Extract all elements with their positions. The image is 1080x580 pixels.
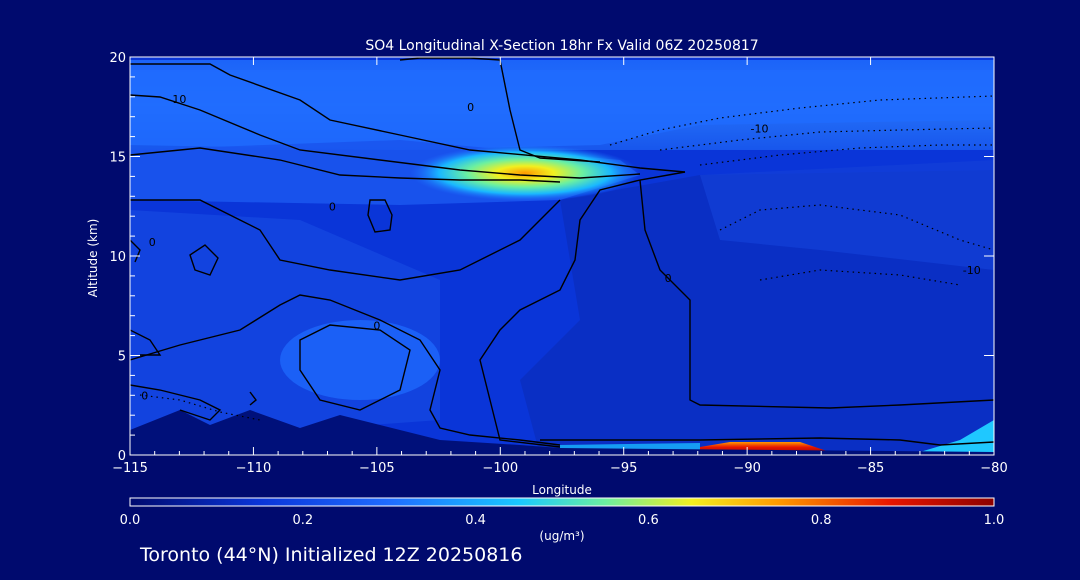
colorbar-frame — [129, 497, 995, 507]
heatmap-surface-east-maximum — [920, 420, 994, 455]
contour-line-dotted — [699, 144, 994, 166]
heatmap-midlevel-plume — [280, 320, 440, 400]
colorbar-tick-label: 1.0 — [984, 513, 1005, 528]
contour-line — [130, 199, 561, 281]
colorbar-tick-label: 0.2 — [292, 513, 313, 528]
contour-lines-dotted — [139, 95, 994, 421]
contour-line-dotted — [139, 394, 261, 421]
contour-line — [130, 329, 162, 356]
x-tick-label: −90 — [733, 461, 760, 476]
y-tick-label: 5 — [118, 350, 126, 365]
heatmap-upper-maximum — [410, 145, 640, 201]
contour-label: 0 — [373, 320, 380, 333]
contour-line — [130, 384, 222, 421]
colorbar-label: (ug/m³) — [539, 529, 584, 543]
contour-line — [130, 63, 686, 173]
x-tick-label: −85 — [857, 461, 884, 476]
colorbar-tick-label: 0.4 — [465, 513, 486, 528]
contour-line — [130, 294, 561, 446]
x-axis-label: Longitude — [532, 483, 592, 497]
y-tick-label: 10 — [109, 250, 126, 265]
contour-line — [299, 324, 411, 411]
contour-line — [130, 239, 141, 263]
contour-line — [479, 171, 686, 448]
contour-label: 0 — [665, 272, 672, 285]
heatmap-upper-layer — [130, 70, 994, 150]
contour-lines — [130, 57, 994, 448]
colorbar-tick-label: 0.8 — [811, 513, 832, 528]
chart-title: SO4 Longitudinal X-Section 18hr Fx Valid… — [365, 38, 758, 54]
contour-line-dotted — [759, 269, 961, 286]
contour-line — [367, 199, 393, 233]
contour-label: -10 — [963, 264, 981, 277]
x-axis: −115 −110 −105 −100 −95 −90 −85 −80 — [112, 57, 1008, 476]
colorbar-tick-label: 0.6 — [638, 513, 659, 528]
contour-label: 10 — [172, 93, 186, 106]
contour-line — [189, 244, 219, 276]
contour-labels: 10 0 0 0 -10 -10 0 0 0 — [141, 93, 980, 403]
contour-line — [399, 57, 601, 163]
contour-label: -10 — [751, 123, 769, 136]
y-axis: 0 5 10 15 20 — [109, 51, 994, 464]
contour-line — [249, 391, 257, 406]
y-tick-label: 0 — [118, 449, 126, 464]
contour-label: 0 — [149, 236, 156, 249]
x-tick-label: −110 — [236, 461, 272, 476]
colorbar-ticks: 0.0 0.2 0.4 0.6 0.8 1.0 — [120, 513, 1005, 528]
heatmap-field: 10 0 0 0 -10 -10 0 0 0 — [130, 57, 994, 455]
colorbar — [130, 498, 994, 506]
y-tick-label: 20 — [109, 51, 126, 66]
x-tick-label: −80 — [980, 461, 1007, 476]
colorbar-tick-label: 0.0 — [120, 513, 141, 528]
terrain — [130, 410, 994, 455]
contour-line — [540, 437, 994, 446]
contour-label: 0 — [141, 389, 148, 402]
y-tick-label: 15 — [109, 151, 126, 166]
x-tick-label: −105 — [359, 461, 395, 476]
x-tick-label: −115 — [112, 461, 148, 476]
contour-label: 0 — [329, 200, 336, 213]
x-tick-label: −100 — [482, 461, 518, 476]
contour-line — [130, 147, 561, 183]
contour-line — [639, 179, 994, 409]
y-axis-label: Altitude (km) — [86, 219, 100, 298]
contour-label: 0 — [467, 101, 474, 114]
contour-line — [130, 94, 641, 179]
heatmap-right-upper-region — [700, 160, 994, 270]
x-tick-label: −95 — [610, 461, 637, 476]
footer-caption: Toronto (44°N) Initialized 12Z 20250816 — [139, 544, 523, 566]
